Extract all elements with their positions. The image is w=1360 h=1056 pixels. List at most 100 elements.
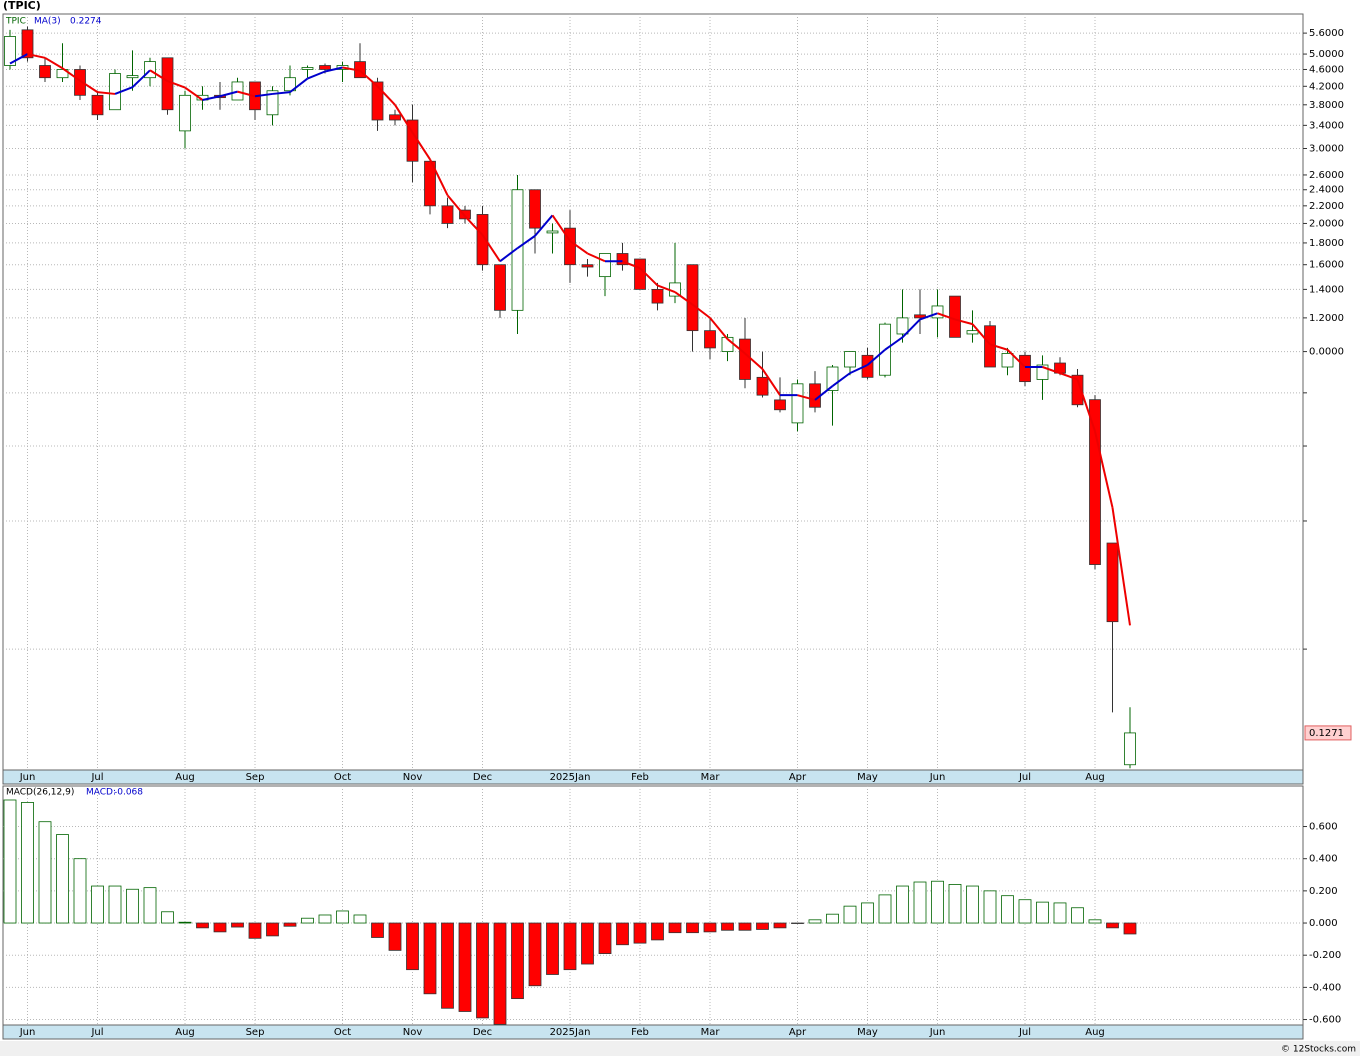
macd-bar xyxy=(1123,922,1137,935)
candle-body xyxy=(896,317,909,335)
watermark: © 12Stocks.com xyxy=(1281,1045,1356,1055)
candle-body xyxy=(319,65,331,70)
macd-bar xyxy=(651,922,664,941)
x-tick-label: Jun xyxy=(929,1027,946,1038)
candle-body xyxy=(1106,542,1119,623)
candle-body xyxy=(599,253,611,278)
candle-body xyxy=(161,57,174,111)
x-tick-label: Jul xyxy=(1018,772,1031,783)
ma-line xyxy=(849,364,868,375)
candle-body xyxy=(634,258,646,290)
macd-bar xyxy=(878,894,892,924)
candle-body xyxy=(791,383,804,424)
candle-body xyxy=(914,314,926,319)
x-tick-label: Feb xyxy=(631,1027,649,1038)
ma-line xyxy=(551,214,571,242)
ma-line xyxy=(744,352,764,370)
ma-line xyxy=(272,91,291,95)
macd-bar xyxy=(266,922,279,937)
legend-ma-value: 0.2274 xyxy=(70,17,102,27)
x-tick-label: Dec xyxy=(473,772,492,783)
x-tick-label: Mar xyxy=(701,1027,721,1038)
candle-body xyxy=(966,330,979,335)
candle-body xyxy=(21,29,34,59)
ma-line xyxy=(219,90,238,98)
macd-bar xyxy=(703,922,717,933)
macd-bar xyxy=(528,922,542,987)
macd-bar xyxy=(843,905,857,924)
x-tick-label: May xyxy=(857,772,878,783)
ma-line xyxy=(971,323,991,345)
macd-bar xyxy=(73,858,87,924)
x-tick-label: Jun xyxy=(929,772,946,783)
ma-line xyxy=(884,336,904,351)
ma-line xyxy=(307,70,326,80)
macd-bar xyxy=(791,922,804,924)
y-tick-label: 0.0000 xyxy=(1309,347,1344,358)
ma-line xyxy=(901,318,921,339)
ma-line xyxy=(27,53,46,59)
candle-body xyxy=(4,36,16,66)
macd-bar xyxy=(581,922,594,965)
macd-bar xyxy=(808,919,822,924)
macd-bar xyxy=(108,885,122,924)
ma-line xyxy=(446,194,466,217)
candle-body xyxy=(1071,374,1084,406)
ma-line xyxy=(254,92,273,98)
last-price-box xyxy=(1304,725,1352,741)
macd-bar xyxy=(668,922,682,934)
macd-bar xyxy=(231,922,244,928)
ma-line xyxy=(1094,431,1114,508)
macd-bar xyxy=(178,921,192,924)
price-panel xyxy=(2,13,1304,771)
ma-line xyxy=(481,234,501,262)
macd-bar xyxy=(21,802,34,924)
ma-line xyxy=(587,252,606,263)
ma-line xyxy=(499,247,519,263)
x-tick-label: Aug xyxy=(1085,772,1105,783)
ma-line xyxy=(1076,379,1096,432)
ma-line xyxy=(9,53,28,65)
macd-bar xyxy=(511,922,524,1000)
ma-line xyxy=(44,56,64,70)
ma-line xyxy=(919,312,938,321)
y-tick-label: -0.400 xyxy=(1309,982,1341,993)
ma-line xyxy=(534,214,554,237)
ma-line xyxy=(569,240,589,255)
macd-bar xyxy=(773,922,787,929)
y-tick-label: 2.6000 xyxy=(1309,170,1344,181)
macd-bar xyxy=(301,917,314,924)
x-tick-label: Jul xyxy=(90,1027,103,1038)
macd-bar xyxy=(143,887,157,924)
macd-bar xyxy=(213,922,227,933)
macd-bar xyxy=(1018,899,1032,924)
ma-line xyxy=(131,69,151,88)
candle-body xyxy=(441,205,454,224)
ma-line xyxy=(797,394,816,401)
x-tick-label: Jul xyxy=(1018,1027,1031,1038)
ma-line xyxy=(464,215,484,236)
candle-body xyxy=(266,90,279,116)
x-tick-label: Jun xyxy=(19,1027,36,1038)
legend-macd-value: -0.068 xyxy=(114,788,143,798)
candle-body xyxy=(371,81,384,121)
x-tick-label: Sep xyxy=(246,772,265,783)
y-tick-label: 0.600 xyxy=(1309,822,1338,833)
y-tick-label: 0.200 xyxy=(1309,886,1338,897)
footer xyxy=(0,1041,1360,1056)
y-tick-label: 3.8000 xyxy=(1309,100,1344,111)
ma-line xyxy=(831,372,851,387)
y-tick-label: 2.4000 xyxy=(1309,185,1344,196)
y-tick-label: 1.8000 xyxy=(1309,238,1344,249)
candle-body xyxy=(739,338,751,380)
ma-line xyxy=(639,267,659,287)
y-tick-label: -0.200 xyxy=(1309,950,1341,961)
x-axis-strip xyxy=(2,769,1304,785)
y-tick-label: 2.2000 xyxy=(1309,201,1344,212)
candle-body xyxy=(844,351,856,368)
macd-bar xyxy=(1036,901,1049,924)
candle-body xyxy=(74,69,86,96)
y-tick-label: -0.600 xyxy=(1309,1015,1341,1026)
candle-body xyxy=(1036,364,1049,380)
